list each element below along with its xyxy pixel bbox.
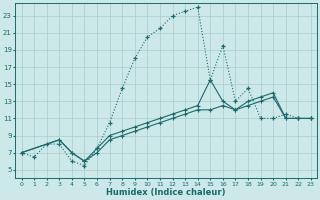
X-axis label: Humidex (Indice chaleur): Humidex (Indice chaleur) (107, 188, 226, 197)
